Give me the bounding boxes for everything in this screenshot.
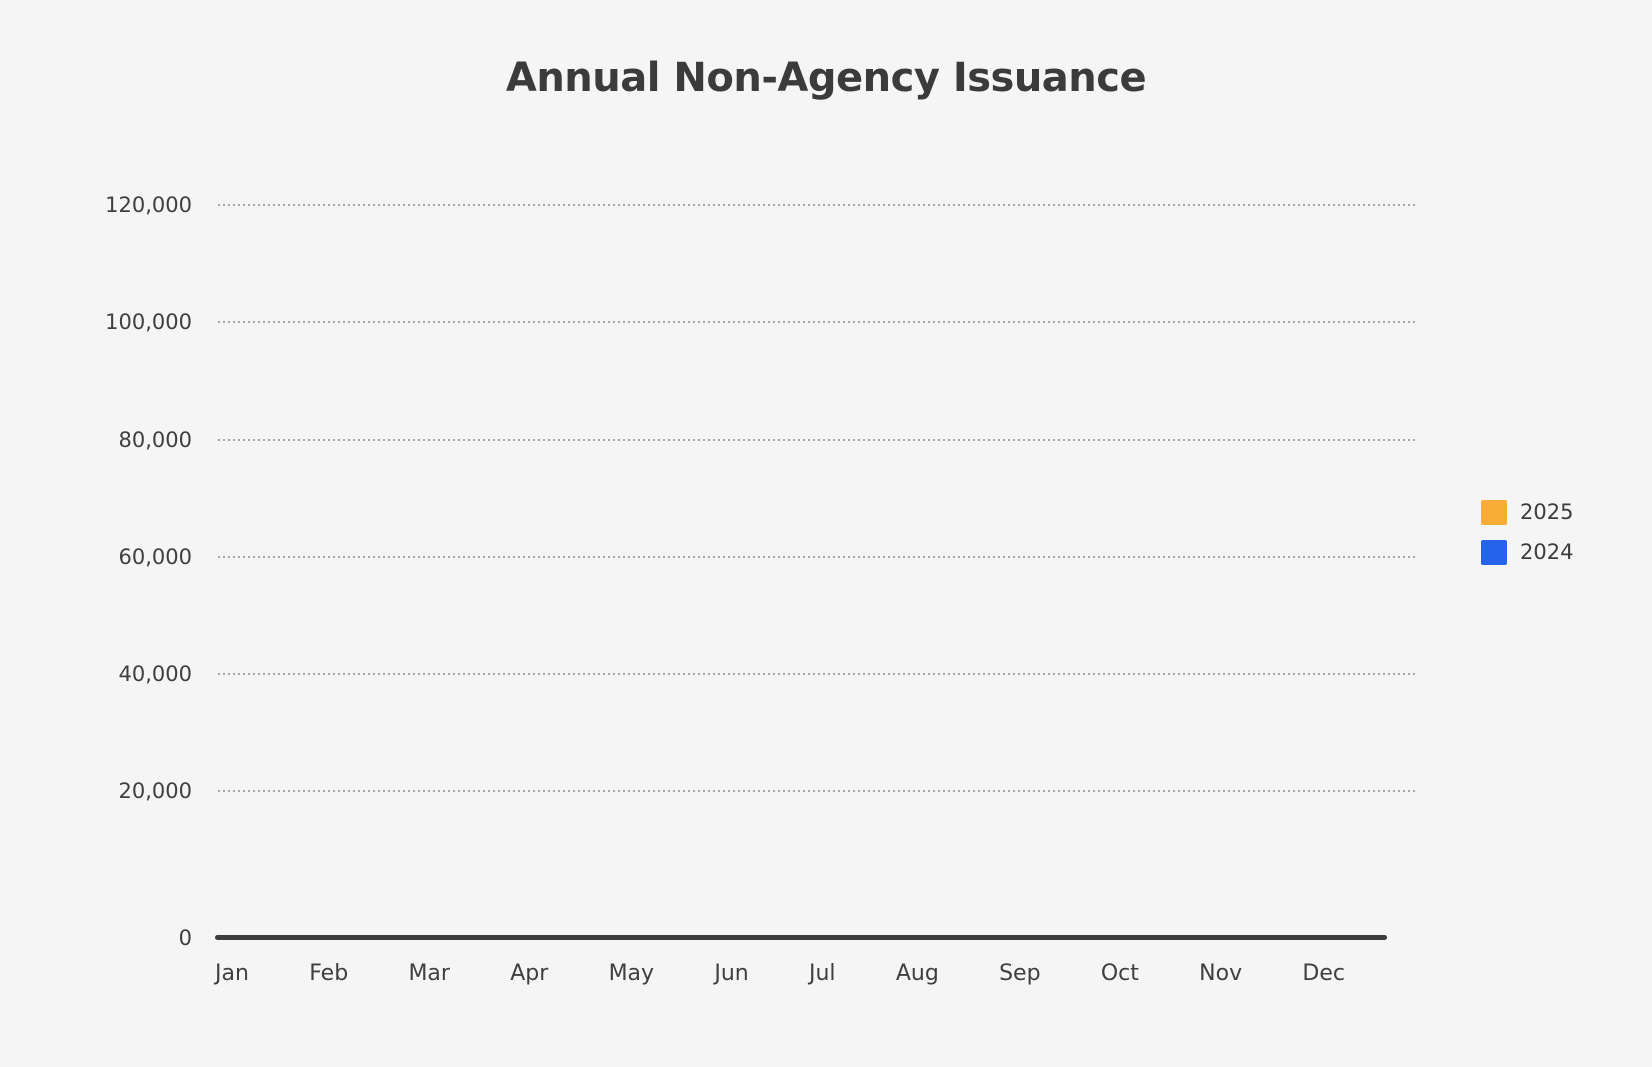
y-axis-tick-label: 60,000 [118, 544, 192, 569]
y-axis-tick-label: 100,000 [105, 310, 192, 335]
x-axis-tick-label: Jul [809, 961, 836, 986]
legend-swatch-icon [1481, 500, 1507, 525]
plot-area [215, 204, 1417, 940]
legend-swatch-icon [1481, 540, 1507, 565]
legend-label: 2024 [1520, 540, 1574, 564]
x-axis-tick-label: Dec [1302, 961, 1345, 986]
y-axis-tick-label: 120,000 [105, 193, 192, 217]
gridline [218, 673, 1417, 676]
legend-item-2024[interactable]: 2024 [1481, 540, 1573, 565]
x-axis-tick-label: Apr [510, 961, 549, 986]
x-axis-tick-label: May [608, 961, 655, 986]
gridline [218, 555, 1417, 558]
gridline [218, 790, 1417, 793]
x-axis-tick-label: Sep [999, 961, 1041, 986]
x-axis-tick-label: Oct [1100, 961, 1139, 986]
gridline [218, 438, 1417, 441]
legend-item-2025[interactable]: 2025 [1481, 500, 1573, 525]
y-axis-tick-label: 0 [178, 926, 192, 950]
x-axis-tick-label: Jun [714, 961, 749, 986]
x-axis-tick-label: Aug [895, 961, 939, 986]
x-axis-tick-label: Jan [215, 961, 249, 986]
x-axis-tick-label: Mar [408, 961, 450, 986]
x-axis-labels: Jan Feb Mar Apr May Jun Jul Aug Sep Oct Nov Dec [215, 961, 1345, 986]
gridline [218, 204, 1417, 206]
gridline [218, 321, 1417, 324]
y-axis-tick-label: 40,000 [118, 662, 192, 687]
legend-label: 2025 [1520, 500, 1574, 524]
y-axis-tick-label: 20,000 [118, 779, 192, 804]
x-axis-tick-label: Nov [1199, 961, 1243, 986]
chart-legend: 2025 2024 [1481, 500, 1573, 580]
x-axis-tick-label: Feb [309, 961, 349, 986]
y-axis-tick-label: 80,000 [118, 427, 192, 452]
chart-title: Annual Non-Agency Issuance [505, 55, 1147, 101]
y-axis-labels: 120,000 100,000 80,000 60,000 40,000 20,000 0 [0, 0, 192, 1067]
x-axis-line [215, 935, 1387, 940]
